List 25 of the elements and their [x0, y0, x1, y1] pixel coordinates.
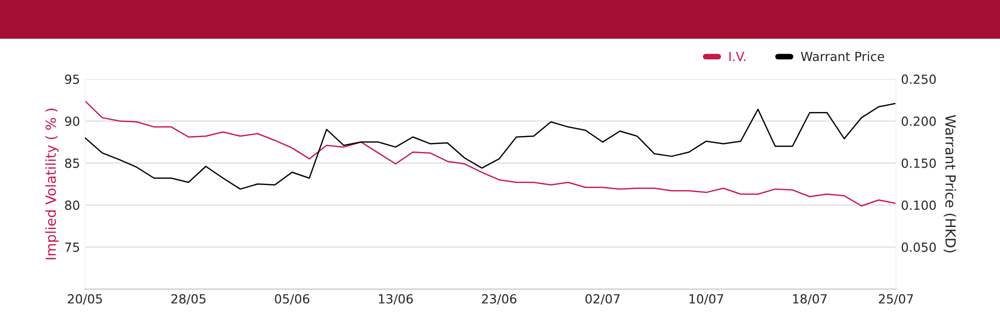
x-tick-label: 10/07 — [690, 294, 724, 305]
y-tick-label: 90 — [65, 116, 80, 126]
y2-tick-label: 0.050 — [902, 242, 936, 252]
y2-tick-label: 0.200 — [902, 116, 936, 126]
y2-tick-label: 0.100 — [902, 200, 936, 210]
y-tick-label: 80 — [65, 200, 80, 210]
x-tick-label: 13/06 — [378, 294, 413, 305]
y-tick-label: 85 — [65, 158, 80, 168]
legend-label: I.V. — [729, 52, 746, 62]
y-tick-label: 95 — [65, 74, 80, 84]
line-series — [85, 100, 896, 206]
x-tick-label: 05/06 — [274, 294, 310, 305]
y2-axis-title: Warrant Price (HKD) — [944, 114, 956, 252]
y-axis-title: Implied Volatility ( % ) — [45, 108, 59, 260]
y-tick-label: 75 — [65, 242, 80, 252]
line-series — [85, 102, 896, 190]
y2-tick-label: 0.150 — [902, 158, 936, 168]
y2-tick-label: 0.250 — [902, 74, 936, 84]
x-tick-label: 28/05 — [171, 294, 206, 305]
x-tick-label: 23/06 — [482, 294, 516, 305]
x-tick-label: 20/05 — [68, 294, 102, 305]
x-tick-label: 25/07 — [878, 294, 913, 305]
x-tick-label: 18/07 — [793, 294, 827, 305]
x-tick-label: 02/07 — [585, 294, 620, 305]
legend-label: Warrant Price — [800, 52, 884, 62]
